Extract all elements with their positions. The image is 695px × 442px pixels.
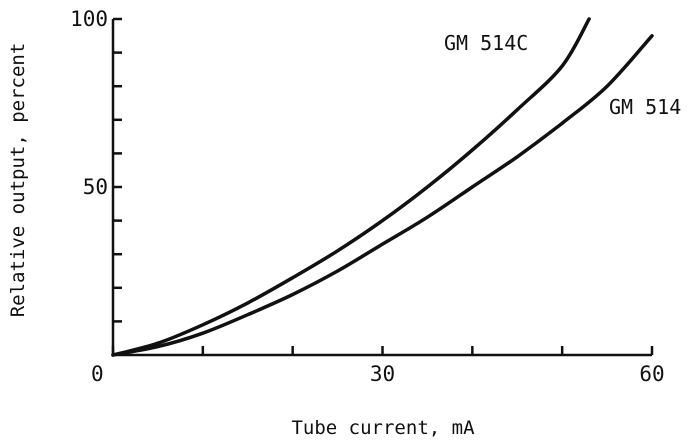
chart-series <box>111 17 654 357</box>
chart-labels: GM 514C GM 514 Tube current, mA Relative ou… <box>7 31 681 439</box>
y-tick-label: 50 <box>83 175 108 199</box>
series-label: GM 514 <box>609 95 681 119</box>
chart-ticks: 0 30 60 50 100 <box>70 7 665 386</box>
chart-axes <box>111 19 652 357</box>
y-axis-title: Relative output, percent <box>7 43 29 318</box>
y-tick-label: 100 <box>70 7 108 31</box>
x-tick-label: 60 <box>639 362 664 386</box>
series-line-gm-514c <box>111 17 591 357</box>
x-axis-title: Tube current, mA <box>291 417 475 439</box>
series-label: GM 514C <box>444 31 528 55</box>
x-tick-label: 0 <box>91 362 104 386</box>
series-line-gm-514 <box>111 34 654 357</box>
x-tick-label: 30 <box>370 362 395 386</box>
